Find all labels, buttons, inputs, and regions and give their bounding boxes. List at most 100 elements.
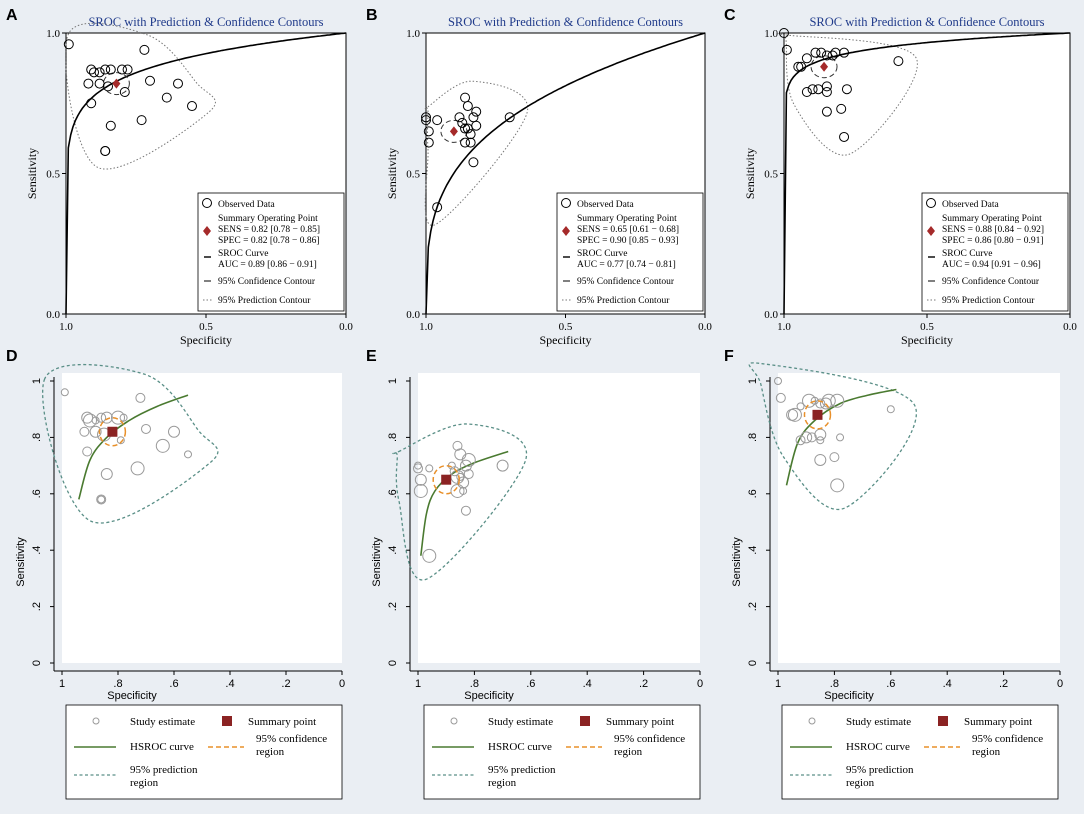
study-estimate — [422, 548, 437, 563]
y-tick-label: .4 — [747, 546, 759, 555]
x-axis-label: Specificity — [540, 333, 592, 347]
study-estimate — [496, 459, 509, 472]
x-tick-label: .2 — [281, 678, 290, 690]
observed-point — [423, 126, 434, 137]
y-tick-label: 1.0 — [46, 28, 60, 40]
panel-letter: B — [366, 7, 378, 24]
observed-point — [63, 39, 74, 50]
legend: Study estimate Summary point HSROC curve 95… — [423, 704, 701, 800]
confidence-contour — [102, 72, 130, 96]
y-axis-label: Sensitivity — [371, 537, 383, 587]
study-estimate — [830, 393, 845, 408]
observed-point — [781, 44, 792, 55]
study-estimate — [81, 411, 94, 424]
summary-point — [441, 474, 452, 485]
observed-point — [105, 64, 116, 75]
observed-point — [810, 47, 821, 58]
study-estimate — [800, 431, 813, 444]
study-estimate — [100, 411, 113, 424]
y-tick-label: 1 — [747, 378, 759, 384]
hsroc-panel-e: E 1 .8 .6 .4 .2 0 0 .2 .4 .6 .8 1 Specificity Sensitiv… — [366, 348, 703, 800]
observed-point — [465, 129, 476, 140]
legend-spec: SPEC = 0.86 [0.80 − 0.91] — [942, 236, 1044, 246]
legend-observed-marker — [202, 198, 212, 208]
x-tick-label: 0.0 — [1063, 321, 1077, 333]
prediction-region — [392, 423, 528, 581]
observed-point — [432, 115, 443, 126]
study-estimate — [461, 452, 476, 467]
y-axis-label: Sensitivity — [731, 537, 743, 587]
legend: Study estimate Summary point HSROC curve 95… — [781, 704, 1059, 800]
x-tick-label: 1 — [59, 678, 65, 690]
y-tick-label: 0 — [387, 660, 399, 666]
observed-point — [801, 87, 812, 98]
legend-pred-label: 95% prediction — [130, 764, 198, 776]
study-estimate — [463, 469, 474, 480]
study-estimate — [116, 436, 125, 445]
observed-point — [173, 78, 183, 89]
y-tick-label: 0.0 — [46, 309, 60, 321]
observed-point — [139, 44, 150, 55]
summary-point — [107, 426, 118, 437]
observed-point — [793, 61, 804, 72]
confidence-region — [98, 417, 127, 447]
legend-pred-label-2: region — [846, 777, 875, 789]
legend-box — [921, 192, 1069, 312]
legend-pred-label-2: region — [488, 777, 517, 789]
observed-point — [89, 67, 99, 78]
x-tick-label: 1.0 — [777, 321, 791, 333]
legend-pred-label: 95% Prediction Contour — [218, 296, 311, 306]
x-tick-label: 1.0 — [59, 321, 73, 333]
study-estimate — [155, 438, 170, 453]
plot-area — [778, 373, 1060, 663]
legend-box — [556, 192, 704, 312]
observed-point — [471, 106, 482, 117]
legend-pred-label: 95% prediction — [488, 764, 556, 776]
prediction-region — [748, 362, 917, 511]
x-tick-label: .4 — [583, 678, 592, 690]
legend-observed-marker — [561, 198, 571, 208]
x-tick-label: .8 — [113, 678, 122, 690]
legend-pred-label-2: region — [130, 777, 159, 789]
x-tick-label: .8 — [830, 678, 839, 690]
y-tick-label: 1.0 — [406, 28, 420, 40]
observed-point — [807, 84, 818, 95]
x-tick-label: 0.5 — [199, 321, 213, 333]
observed-point — [779, 28, 789, 38]
observed-point — [454, 112, 465, 123]
x-tick-label: 0.5 — [920, 321, 934, 333]
observed-point — [105, 120, 116, 131]
observed-point — [100, 64, 111, 75]
legend-sroc-heading: SROC Curve — [942, 249, 992, 259]
x-tick-label: 0.0 — [339, 321, 353, 333]
x-tick-label: .4 — [225, 678, 234, 690]
panel-letter: D — [6, 348, 18, 365]
study-estimate — [802, 393, 817, 408]
summary-point — [112, 78, 121, 89]
y-tick-label: 0.0 — [764, 309, 778, 321]
observed-point — [801, 53, 812, 64]
study-estimate — [130, 461, 145, 476]
legend: Study estimate Summary point HSROC curve 95… — [65, 704, 343, 800]
legend-summary-marker — [562, 226, 570, 236]
legend-sens: SENS = 0.65 [0.61 − 0.68] — [577, 225, 679, 235]
panel-letter: E — [366, 348, 377, 365]
observed-point — [841, 84, 852, 95]
sroc-panel-c: C SROC with Prediction & Confidence Conto… — [724, 7, 1077, 347]
confidence-region — [803, 400, 832, 430]
observed-point — [100, 146, 111, 157]
y-axis-label: Sensitivity — [25, 148, 39, 199]
legend-box — [65, 704, 343, 800]
legend-observed-marker — [926, 198, 936, 208]
y-axis-label: Sensitivity — [743, 148, 757, 199]
study-estimate — [82, 446, 93, 457]
summary-point — [812, 409, 823, 420]
y-tick-label: 1.0 — [764, 28, 778, 40]
study-estimate — [96, 412, 107, 423]
study-estimate — [829, 452, 840, 463]
y-tick-label: 0 — [31, 660, 43, 666]
sroc-curve — [425, 32, 706, 315]
observed-point — [94, 67, 105, 78]
study-estimate — [459, 459, 472, 472]
legend-pred-label: 95% Prediction Contour — [577, 296, 670, 306]
